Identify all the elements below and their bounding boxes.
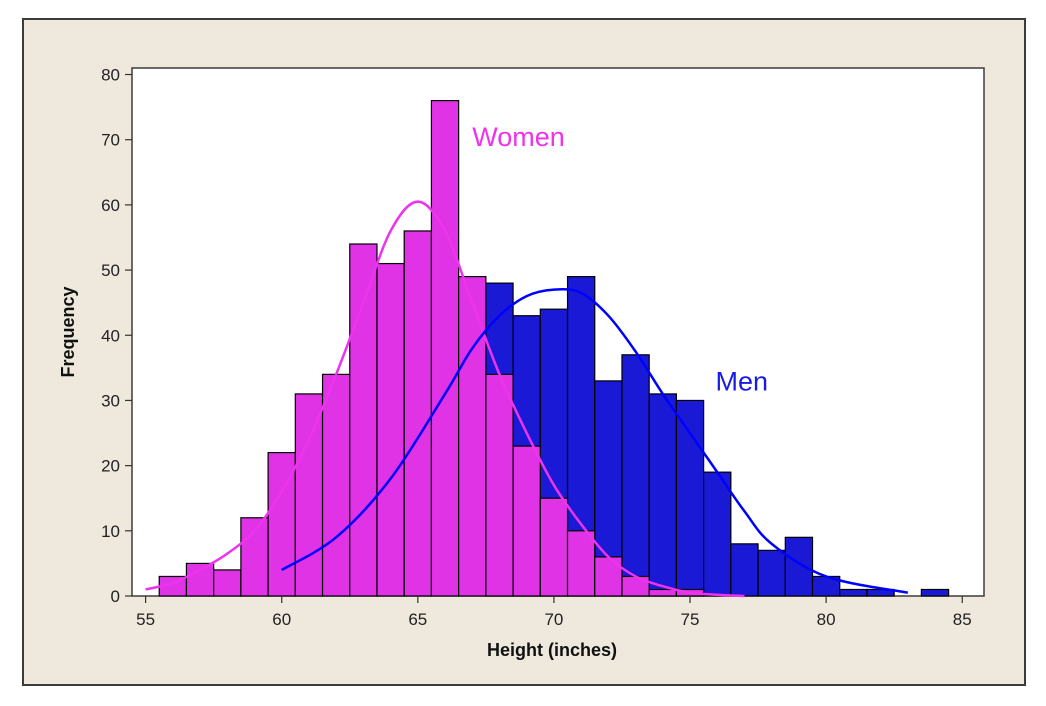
women-bar-62 (321, 373, 351, 597)
women-fit-curve (145, 200, 745, 598)
men-bar-76 (703, 471, 732, 597)
women-bar-63 (349, 243, 378, 597)
x-tick-label-65: 65 (408, 610, 427, 629)
men-bar-84 (920, 588, 950, 597)
men-fit-curve (281, 288, 909, 594)
x-tick-label-70: 70 (544, 610, 563, 629)
women-bar-61 (294, 393, 324, 597)
y-tick-label-80: 80 (101, 66, 120, 85)
y-tick-label-20: 20 (101, 457, 120, 476)
x-tick-label-75: 75 (681, 610, 700, 629)
men-bar-79 (784, 536, 814, 597)
women-bar-69 (512, 445, 541, 597)
x-tick-label-55: 55 (136, 610, 155, 629)
men-bar-81 (839, 588, 868, 597)
y-tick-label-40: 40 (101, 326, 120, 345)
y-tick-label-30: 30 (101, 391, 120, 410)
women-bar-74 (648, 588, 678, 597)
women-bar-72 (594, 556, 623, 597)
women-bar-65 (403, 230, 433, 597)
men-bar-77 (730, 543, 759, 597)
y-axis-title: Frequency (58, 286, 78, 377)
x-axis-title: Height (inches) (487, 640, 617, 660)
histogram-chart: 55 60 65 70 75 80 85 0 10 20 30 40 50 60 70 80 Women Me… (58, 66, 985, 660)
y-tick-label-0: 0 (111, 587, 120, 606)
men-bar-78 (757, 549, 786, 597)
women-bar-67 (458, 275, 487, 597)
series-label-women: Women (472, 122, 565, 152)
women-bar-71 (566, 530, 596, 597)
x-tick-label-85: 85 (953, 610, 972, 629)
y-tick-label-10: 10 (101, 522, 120, 541)
y-tick-label-70: 70 (101, 131, 120, 150)
chart-frame: 55 60 65 70 75 80 85 0 10 20 30 40 50 60 70 80 Women Me… (22, 18, 1026, 686)
women-bar-68 (485, 373, 514, 597)
women-bar-57 (185, 562, 215, 597)
x-tick-label-80: 80 (817, 610, 836, 629)
x-tick-label-60: 60 (272, 610, 291, 629)
series-label-men: Men (715, 367, 768, 397)
men-bar-74 (648, 393, 678, 597)
women-bar-64 (376, 262, 405, 597)
y-tick-label-50: 50 (101, 261, 120, 280)
y-tick-label-60: 60 (101, 196, 120, 215)
men-bar-73 (621, 354, 650, 597)
women-bar-70 (539, 497, 569, 597)
women-bar-58 (213, 569, 242, 597)
women-bar-66 (430, 99, 460, 597)
men-bar-75 (675, 399, 705, 597)
